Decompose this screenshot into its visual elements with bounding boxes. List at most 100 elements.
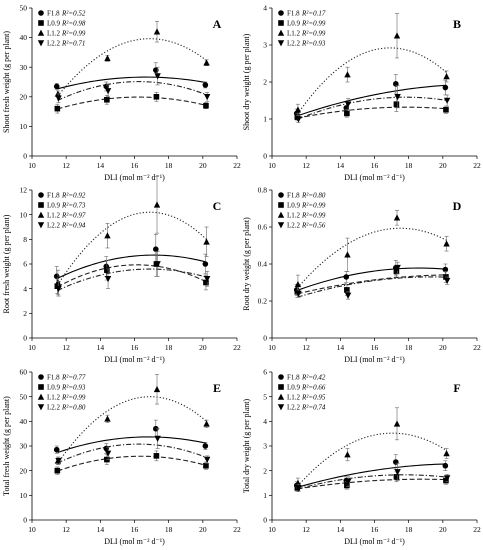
y-tick-label: 6 bbox=[263, 368, 267, 377]
x-tick-label: 16 bbox=[131, 161, 139, 170]
y-tick-label: 4 bbox=[263, 417, 267, 426]
legend-label: F1.8 bbox=[47, 10, 60, 18]
fit-curve bbox=[297, 47, 447, 115]
legend-label: L1.2 bbox=[287, 30, 301, 38]
panel-letter: A bbox=[213, 17, 222, 31]
data-point bbox=[344, 110, 350, 117]
fit-curve bbox=[297, 106, 447, 119]
series-l2-2 bbox=[55, 428, 211, 465]
data-point bbox=[344, 292, 352, 299]
y-tick-label: 0 bbox=[263, 516, 267, 525]
data-point bbox=[203, 279, 209, 286]
panel-letter: E bbox=[213, 381, 221, 395]
fit-curve bbox=[297, 478, 447, 490]
y-tick-label: 20 bbox=[20, 92, 28, 101]
data-point bbox=[203, 238, 210, 245]
fit-curve bbox=[57, 76, 207, 90]
data-point bbox=[153, 246, 159, 252]
data-point bbox=[154, 261, 161, 268]
x-tick-label: 10 bbox=[268, 343, 276, 352]
legend-label: L1.2 bbox=[287, 212, 301, 220]
data-point bbox=[295, 116, 302, 123]
data-point bbox=[53, 273, 60, 280]
y-axis-label: Root fresh weight (g per plant) bbox=[2, 214, 11, 313]
data-point bbox=[202, 82, 209, 88]
x-tick-label: 18 bbox=[165, 161, 173, 170]
legend-label: L2.2 bbox=[47, 40, 61, 48]
y-tick-label: 10 bbox=[20, 491, 28, 500]
fit-curve bbox=[57, 443, 207, 464]
legend-r2: R²=0.56 bbox=[301, 222, 326, 230]
legend-label: L1.2 bbox=[47, 30, 61, 38]
data-point bbox=[295, 290, 302, 297]
fit-curve bbox=[57, 211, 207, 286]
legend-r2: R²=0.95 bbox=[301, 394, 326, 402]
x-tick-label: 20 bbox=[439, 525, 447, 534]
legend-marker bbox=[38, 20, 44, 26]
y-tick-label: 0.6 bbox=[258, 223, 268, 232]
legend-marker bbox=[37, 404, 45, 411]
y-tick-label: 50 bbox=[20, 392, 28, 401]
series-f1-8 bbox=[53, 234, 209, 287]
y-tick-label: 10 bbox=[20, 210, 28, 219]
data-point bbox=[442, 266, 449, 273]
data-point bbox=[393, 420, 401, 427]
y-axis-label: Root dry weight (g per plant) bbox=[242, 217, 251, 311]
data-point bbox=[203, 420, 210, 427]
fit-curve bbox=[57, 254, 207, 279]
data-point bbox=[104, 88, 112, 95]
data-point bbox=[393, 268, 400, 275]
panel-letter: F bbox=[453, 381, 460, 395]
x-tick-label: 18 bbox=[165, 343, 173, 352]
legend-label: L0.9 bbox=[287, 202, 301, 210]
legend-r2: R²=0.71 bbox=[61, 40, 85, 48]
fit-curve bbox=[57, 396, 207, 464]
y-tick-label: 10 bbox=[20, 122, 28, 131]
data-point bbox=[443, 106, 449, 113]
data-point bbox=[153, 453, 160, 459]
x-tick-label: 12 bbox=[62, 161, 70, 170]
data-point bbox=[294, 280, 302, 288]
x-axis-label: DLI (mol m⁻² d⁻¹) bbox=[344, 537, 405, 546]
x-tick-label: 14 bbox=[337, 525, 345, 534]
data-point bbox=[443, 477, 449, 484]
data-point bbox=[344, 478, 352, 486]
series-f1-8 bbox=[53, 419, 209, 454]
data-point bbox=[154, 73, 161, 80]
legend-r2: R²=0.99 bbox=[301, 30, 326, 38]
x-tick-label: 10 bbox=[28, 525, 36, 534]
y-tick-label: 0 bbox=[263, 334, 267, 343]
legend-r2: R²=0.98 bbox=[61, 20, 86, 28]
data-point bbox=[104, 415, 111, 422]
legend-r2: R²=0.97 bbox=[61, 212, 86, 220]
x-tick-label: 20 bbox=[199, 161, 207, 170]
series-l2-2 bbox=[295, 462, 451, 492]
legend-label: L0.9 bbox=[47, 202, 61, 210]
y-tick-label: 4 bbox=[263, 4, 267, 13]
legend-marker bbox=[37, 222, 45, 229]
data-point bbox=[443, 73, 450, 80]
fit-curve bbox=[297, 227, 447, 289]
legend-marker bbox=[277, 393, 285, 400]
data-point bbox=[393, 101, 400, 107]
x-tick-label: 12 bbox=[62, 343, 70, 352]
legend-marker bbox=[277, 404, 285, 411]
series-f1-8 bbox=[293, 259, 449, 296]
y-tick-label: 2 bbox=[263, 78, 267, 87]
data-point bbox=[344, 251, 351, 258]
data-point bbox=[443, 450, 450, 457]
data-point bbox=[55, 95, 62, 102]
data-point bbox=[104, 450, 112, 457]
y-axis-label: Total dry weight (g per plant) bbox=[242, 399, 251, 494]
legend-r2: R²=0.77 bbox=[61, 374, 86, 382]
x-tick-label: 12 bbox=[302, 343, 310, 352]
data-point bbox=[295, 485, 302, 492]
x-axis-label: DLI (mol m⁻² d⁻¹) bbox=[104, 537, 165, 546]
x-axis-label: DLI (mol m⁻² d⁻¹) bbox=[104, 173, 165, 182]
fit-curve bbox=[57, 436, 207, 454]
y-tick-label: 50 bbox=[20, 4, 28, 13]
